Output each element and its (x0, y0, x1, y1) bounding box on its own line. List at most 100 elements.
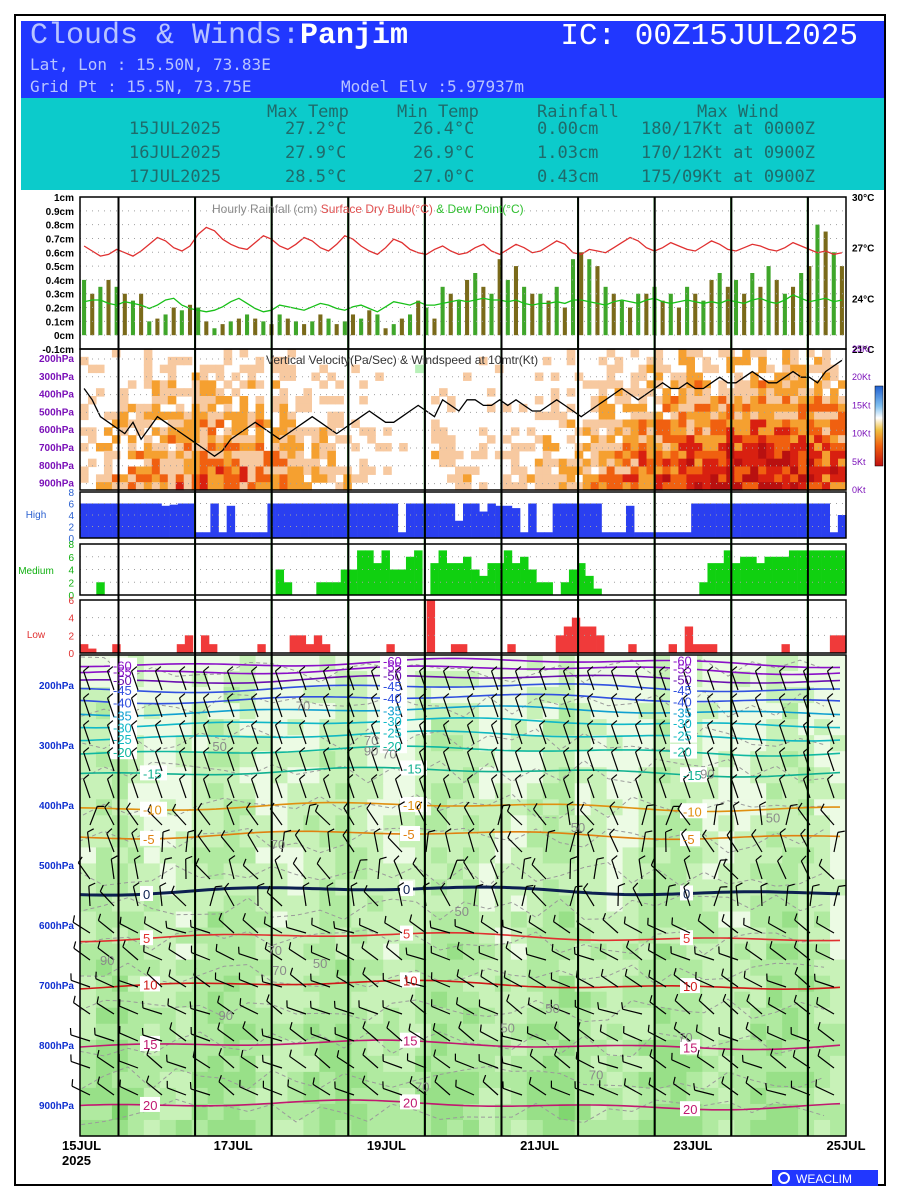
vv-cell (542, 435, 552, 444)
wind-barb-flag (722, 993, 727, 1001)
rh-cell (95, 1007, 113, 1025)
rh-cell (638, 735, 656, 752)
vv-cell (271, 380, 281, 389)
wind-barb-flag (285, 920, 288, 928)
wind-barb (242, 919, 259, 934)
wind-barb-flag (189, 1001, 192, 1009)
wind-barb (433, 1055, 451, 1069)
vv-cell (782, 466, 791, 475)
vv-cell (654, 396, 664, 405)
wind-barb-flag (731, 774, 738, 780)
vv-cell (798, 474, 807, 483)
rh-cell (335, 1103, 352, 1121)
wind-barb (226, 751, 235, 772)
upper-y-tick: 900hPa (39, 1101, 74, 1112)
rain-bar (359, 318, 364, 336)
rh-cell (494, 1103, 512, 1121)
rh-cell (478, 863, 496, 881)
wind-barb (384, 922, 403, 934)
wind-barb-flag (635, 774, 642, 780)
wind-barb (171, 891, 187, 907)
wind-barb-flag (215, 885, 223, 888)
wind-barb (431, 952, 451, 961)
wind-barb-flag (274, 855, 281, 861)
wind-barb-flag (443, 693, 450, 699)
wind-barb (393, 860, 403, 880)
rh-cell (830, 943, 847, 961)
rh-cell (766, 1119, 783, 1137)
rh-cell (175, 863, 193, 881)
rh-cell (431, 1055, 448, 1073)
rh-cell (750, 863, 767, 881)
rh-cell (542, 1039, 560, 1057)
wind-barb (193, 974, 211, 988)
wind-barb (298, 751, 307, 772)
wind-barb-flag (155, 693, 162, 699)
rh-cell (478, 703, 496, 720)
wind-barb-flag (443, 774, 450, 780)
wind-barb (814, 980, 835, 988)
wind-barb-flag (563, 666, 570, 672)
wind-barb (502, 926, 523, 934)
rh-cell (654, 1071, 672, 1089)
wind-barb-flag (539, 693, 546, 699)
wind-barb (436, 809, 451, 826)
wind-barb (322, 751, 331, 772)
rain-bar (375, 314, 380, 336)
rh-cell (239, 719, 257, 736)
rh-cell (494, 927, 512, 945)
rh-cell (830, 975, 847, 993)
wind-barb (538, 778, 547, 799)
vv-cell (359, 396, 368, 405)
wind-barb-flag (97, 941, 101, 949)
rh-cell (734, 943, 751, 961)
wind-barb-flag (751, 828, 757, 836)
wind-barb-flag (223, 882, 230, 889)
wind-barb-flag (480, 914, 484, 923)
wind-barb (730, 697, 739, 718)
wind-barb (442, 724, 451, 745)
vv-cell (231, 458, 241, 468)
wind-barb (694, 953, 715, 961)
wind-barb (202, 697, 211, 718)
vv-cell (598, 419, 608, 428)
vv-cell (790, 396, 799, 405)
vv-cell (750, 474, 759, 483)
medium-cloud-bar (797, 550, 806, 595)
wind-barb-flag (227, 666, 234, 672)
rh-cell (431, 991, 448, 1009)
rh-cell (542, 863, 560, 881)
wind-barb (466, 724, 475, 745)
rh-cell (287, 655, 305, 672)
rh-contour (79, 1098, 825, 1126)
rh-cell (638, 783, 656, 800)
high-cloud-bar (617, 532, 627, 538)
vv-cell (375, 443, 384, 452)
rain-y-tick: 0.1cm (46, 317, 74, 328)
rh-cell (590, 991, 608, 1009)
wind-barb (118, 979, 139, 988)
rh-cell (734, 847, 751, 865)
high-cloud-bar (145, 503, 154, 538)
rh-cell (814, 1055, 831, 1073)
rh-cell (303, 703, 320, 720)
vv-cell (678, 474, 688, 483)
rh-cell (367, 943, 384, 961)
temp-contour-label: 5 (683, 931, 690, 946)
vv-cell (135, 466, 145, 475)
vv-cell (630, 411, 640, 421)
rh-cell (702, 655, 719, 672)
rh-cell (830, 1087, 847, 1105)
vv-cell (750, 450, 759, 460)
vv-cell (135, 482, 145, 491)
rh-cell (590, 1007, 608, 1025)
vv-cell (183, 450, 193, 460)
vv-cell (662, 419, 672, 428)
rain-bar (497, 259, 502, 336)
vv-cell (742, 474, 751, 483)
row-date: 15JUL2025 (129, 119, 222, 139)
rh-label: 70 (271, 837, 285, 852)
wind-barb (744, 977, 763, 988)
wind-barb (362, 1027, 379, 1042)
wind-barb (609, 833, 619, 853)
